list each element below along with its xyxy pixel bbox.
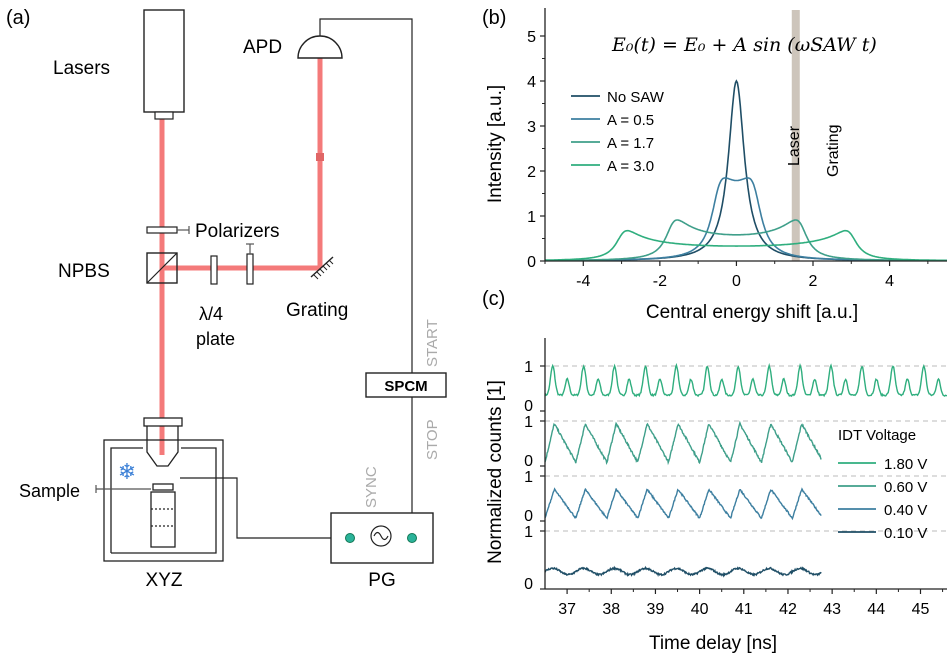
- x-tick-label: 42: [779, 601, 797, 618]
- waveplate-label-line2: plate: [196, 329, 235, 349]
- legend-label: A = 1.7: [607, 135, 654, 152]
- laser-source: [143, 9, 185, 113]
- laser-aperture: [154, 111, 174, 120]
- counts-trace-0: [544, 362, 947, 398]
- chart-c-xlabel: Time delay [ns]: [649, 633, 777, 654]
- x-tick-label: 43: [823, 601, 841, 618]
- y-tick-label: 0: [524, 576, 533, 593]
- laser-beam: [159, 58, 323, 455]
- x-tick-label: -2: [653, 273, 667, 290]
- chart-b-legend: No SAW A = 0.5 A = 1.7 A = 3.0: [571, 89, 665, 175]
- legend-label: No SAW: [607, 89, 665, 106]
- counts-trace-2: [544, 487, 822, 521]
- snowflake-icon: ❄: [118, 459, 136, 484]
- chart-b-xlabel: Central energy shift [a.u.]: [646, 302, 858, 323]
- spcm-box: [365, 372, 447, 398]
- sine-source-icon: [370, 525, 392, 547]
- legend-label: A = 3.0: [607, 158, 654, 175]
- chart-b: (b) -4 -2 0 2 4 0 1 2 3 4 5 E₀(t) = E₀ + A sin (ωS…: [482, 7, 947, 323]
- pg-connector-right: [407, 533, 417, 543]
- quarter-wave-plate: [210, 255, 218, 285]
- sample-label: Sample: [19, 481, 80, 501]
- y-tick-label: 0: [524, 508, 533, 525]
- x-tick-label: 41: [735, 601, 753, 618]
- chart-b-ylabel: Intensity [a.u.]: [485, 85, 506, 203]
- xyz-label: XYZ: [146, 570, 183, 591]
- beam-marker: [316, 153, 324, 161]
- y-tick-label: 3: [527, 119, 536, 136]
- setup-schematic: (a) Lasers APD Polarizers NPBS: [6, 7, 447, 591]
- legend-label: 0.40 V: [884, 502, 927, 519]
- y-tick-label: 4: [527, 74, 536, 91]
- spectrum-line-2: [545, 219, 947, 262]
- chart-c-series: [544, 362, 947, 578]
- y-tick-label: 2: [527, 164, 536, 181]
- waveplate-label-line1: λ/4: [199, 304, 223, 324]
- panel-c-label: (c): [482, 288, 505, 310]
- polarizers-label: Polarizers: [195, 221, 279, 242]
- apd-label: APD: [243, 37, 282, 58]
- x-tick-label: 45: [912, 601, 930, 618]
- spectrum-line-3: [545, 229, 947, 262]
- x-tick-label: 37: [558, 601, 576, 618]
- panel-a-label: (a): [6, 7, 30, 29]
- legend-title: IDT Voltage: [838, 427, 916, 444]
- start-label: START: [424, 319, 441, 367]
- spectrum-line-1: [545, 177, 947, 262]
- polarizer-horizontal-path: [246, 253, 254, 285]
- y-tick-label: 1: [524, 359, 533, 376]
- spcm-label: SPCM: [384, 378, 427, 395]
- chart-b-series: [544, 79, 947, 262]
- laser-annotation: Laser: [786, 125, 803, 166]
- x-tick-label: 38: [602, 601, 620, 618]
- formula: E₀(t) = E₀ + A sin (ωSAW t): [611, 34, 877, 56]
- x-tick-label: 2: [809, 273, 818, 290]
- pg-connector-left: [345, 533, 355, 543]
- x-tick-label: 4: [885, 273, 894, 290]
- y-tick-label: 0: [524, 398, 533, 415]
- npbs-label: NPBS: [58, 261, 110, 282]
- pg-label: PG: [368, 570, 395, 591]
- lasers-label: Lasers: [53, 58, 110, 79]
- x-tick-label: 0: [732, 273, 741, 290]
- y-tick-label: 1: [524, 469, 533, 486]
- y-tick-label: 5: [527, 29, 536, 46]
- counts-trace-3: [544, 565, 822, 578]
- panel-b-label: (b): [482, 7, 506, 29]
- y-tick-label: 1: [524, 414, 533, 431]
- y-tick-label: 0: [527, 254, 536, 271]
- npbs-cube: [146, 252, 178, 284]
- apd-detector: [297, 35, 343, 59]
- legend-label: 0.60 V: [884, 479, 927, 496]
- legend-label: 1.80 V: [884, 456, 927, 473]
- counts-trace-1: [544, 420, 822, 466]
- cryostat: [103, 417, 224, 562]
- grating-label: Grating: [286, 300, 348, 321]
- legend-label: A = 0.5: [607, 112, 654, 129]
- spectrum-line-0: [544, 79, 947, 262]
- y-tick-label: 1: [524, 524, 533, 541]
- x-tick-label: 44: [867, 601, 885, 618]
- sync-label: SYNC: [363, 466, 380, 508]
- x-tick-label: 39: [647, 601, 665, 618]
- stop-label: STOP: [424, 419, 441, 460]
- legend-label: 0.10 V: [884, 525, 927, 542]
- polarizer-vertical-path: [146, 226, 178, 234]
- chart-c-ylabel: Normalized counts [1]: [485, 380, 506, 564]
- x-tick-label: -4: [576, 273, 590, 290]
- grating-element: [310, 256, 334, 280]
- filter-band: [791, 10, 800, 261]
- chart-c-reference-lines: [545, 365, 947, 532]
- grating-annotation: Grating: [825, 125, 842, 177]
- chart-c-legend: IDT Voltage 1.80 V 0.60 V 0.40 V 0.10 V: [838, 427, 927, 542]
- chart-b-ticks: -4 -2 0 2 4 0 1 2 3 4 5: [527, 29, 929, 290]
- x-tick-label: 40: [691, 601, 709, 618]
- y-tick-label: 0: [524, 453, 533, 470]
- y-tick-label: 1: [527, 209, 536, 226]
